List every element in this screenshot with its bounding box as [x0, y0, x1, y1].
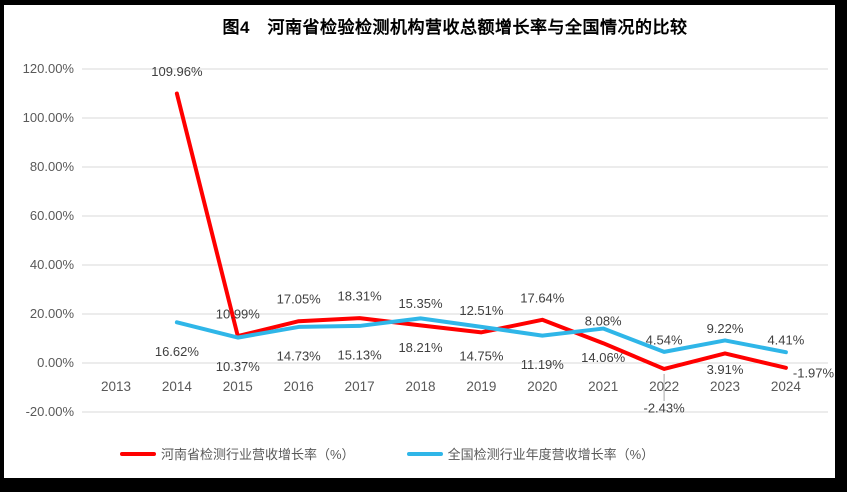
- svg-text:2024: 2024: [771, 379, 802, 394]
- svg-text:2021: 2021: [588, 379, 618, 394]
- y-gridlines: [82, 68, 828, 413]
- svg-text:109.96%: 109.96%: [151, 64, 203, 79]
- svg-text:60.00%: 60.00%: [30, 208, 75, 223]
- svg-text:-1.97%: -1.97%: [793, 365, 835, 380]
- svg-text:2016: 2016: [284, 379, 314, 394]
- chart-legend: 河南省检测行业营收增长率（%） 全国检测行业年度营收增长率（%）: [120, 444, 654, 463]
- svg-text:2023: 2023: [710, 379, 740, 394]
- svg-text:40.00%: 40.00%: [30, 257, 75, 272]
- svg-text:16.62%: 16.62%: [155, 344, 200, 359]
- svg-text:2020: 2020: [527, 379, 557, 394]
- svg-text:14.75%: 14.75%: [459, 348, 504, 363]
- svg-text:-2.43%: -2.43%: [643, 400, 685, 415]
- line-chart: 120.00% 100.00% 80.00% 60.00% 40.00% 20.00% 0.…: [23, 61, 835, 419]
- svg-text:3.91%: 3.91%: [707, 362, 744, 377]
- series-line-national: [174, 316, 788, 355]
- chart-title: 图4 河南省检验检测机构营收总额增长率与全国情况的比较: [222, 18, 688, 37]
- svg-text:17.05%: 17.05%: [277, 292, 322, 307]
- svg-text:15.13%: 15.13%: [338, 347, 383, 362]
- legend-item-national: 全国检测行业年度营收增长率（%）: [406, 444, 655, 463]
- series-line-henan: [174, 91, 788, 371]
- frame-border-top: [0, 0, 847, 5]
- svg-text:-20.00%: -20.00%: [26, 404, 75, 419]
- henan-line-swatch: [120, 451, 156, 456]
- svg-text:2013: 2013: [101, 379, 131, 394]
- svg-text:2014: 2014: [162, 379, 193, 394]
- svg-text:14.06%: 14.06%: [581, 350, 626, 365]
- legend-label-national: 全国检测行业年度营收增长率（%）: [447, 447, 655, 462]
- svg-text:4.54%: 4.54%: [646, 332, 683, 347]
- legend-item-henan: 河南省检测行业营收增长率（%）: [120, 444, 355, 463]
- svg-text:8.08%: 8.08%: [585, 314, 622, 329]
- national-line-swatch: [406, 451, 443, 456]
- svg-text:4.41%: 4.41%: [767, 333, 804, 348]
- y-axis-labels: 120.00% 100.00% 80.00% 60.00% 40.00% 20.00% 0.…: [23, 61, 75, 419]
- frame-border-right: [835, 0, 847, 492]
- data-labels-henan: 109.96% 10.99% 17.05% 18.31% 15.35% 12.51% 17.…: [151, 64, 834, 415]
- svg-text:2018: 2018: [405, 379, 435, 394]
- svg-text:2017: 2017: [345, 379, 375, 394]
- svg-text:120.00%: 120.00%: [23, 61, 75, 76]
- svg-text:12.51%: 12.51%: [459, 303, 504, 318]
- svg-text:2019: 2019: [466, 379, 496, 394]
- svg-text:15.35%: 15.35%: [398, 296, 443, 311]
- x-axis-labels: 2013 2014 2015 2016 2017 2018 2019 2020 2021 2022…: [101, 379, 801, 394]
- svg-text:0.00%: 0.00%: [37, 355, 74, 370]
- svg-text:11.19%: 11.19%: [521, 357, 565, 372]
- svg-text:17.64%: 17.64%: [520, 290, 565, 305]
- legend-label-henan: 河南省检测行业营收增长率（%）: [161, 447, 355, 462]
- svg-text:14.73%: 14.73%: [277, 348, 322, 363]
- data-labels-national: 16.62% 10.37% 14.73% 15.13% 18.21% 14.75% 11.1…: [155, 321, 805, 374]
- svg-text:100.00%: 100.00%: [23, 110, 75, 125]
- svg-text:18.21%: 18.21%: [398, 340, 443, 355]
- svg-text:2015: 2015: [223, 379, 253, 394]
- svg-text:10.37%: 10.37%: [216, 359, 261, 374]
- frame-border-left: [0, 0, 4, 492]
- frame-border-bottom: [0, 478, 847, 492]
- svg-text:9.22%: 9.22%: [707, 321, 744, 336]
- svg-text:18.31%: 18.31%: [338, 289, 383, 304]
- svg-text:80.00%: 80.00%: [30, 159, 75, 174]
- svg-text:20.00%: 20.00%: [30, 306, 75, 321]
- svg-text:10.99%: 10.99%: [216, 307, 261, 322]
